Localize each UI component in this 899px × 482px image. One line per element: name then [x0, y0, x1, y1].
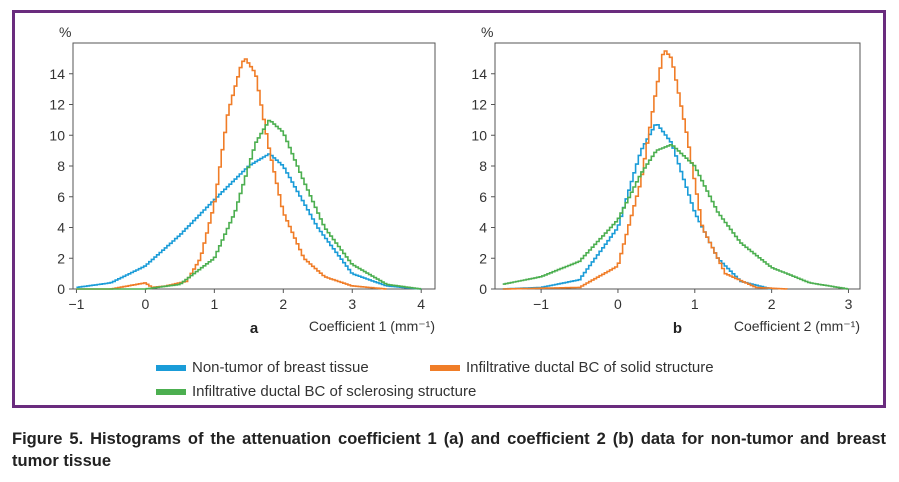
y-axis-label-b: %	[481, 24, 493, 40]
x-tick-label-b-3: 2	[768, 296, 776, 312]
x-tick-label-a-0: −1	[68, 296, 84, 312]
x-tick-label-a-3: 2	[279, 296, 287, 312]
legend-item-non-tumor: Non-tumor of breast tissue	[156, 359, 369, 376]
y-tick-label-a-2: 4	[57, 220, 65, 236]
legend-label-sclerosing: Infiltrative ductal BC of sclerosing str…	[192, 383, 477, 400]
series-line-b-2	[502, 144, 849, 290]
x-tick-label-a-5: 4	[417, 296, 425, 312]
x-tick-label-b-2: 1	[691, 296, 699, 312]
y-tick-label-b-4: 8	[479, 158, 487, 174]
legend-item-solid: Infiltrative ductal BC of solid structur…	[430, 359, 714, 376]
y-tick-label-a-3: 6	[57, 189, 65, 205]
legend-swatch-solid	[430, 364, 460, 371]
y-tick-label-a-6: 12	[49, 97, 65, 113]
x-axis-label-b: Coefficient 2 (mm⁻¹)	[734, 318, 860, 334]
x-tick-label-a-1: 0	[142, 296, 150, 312]
y-tick-label-b-0: 0	[479, 281, 487, 297]
figure-frame: 0 2 4 6 8 10 12 14 −1 0 1 2 3 4% Coefficient 1 (mm⁻¹) a…	[12, 10, 886, 408]
legend-swatch-sclerosing	[156, 388, 186, 395]
x-tick-label-b-4: 3	[845, 296, 853, 312]
y-tick-label-a-5: 10	[49, 127, 65, 143]
figure-caption: Figure 5. Histograms of the attenuation …	[12, 430, 886, 470]
y-tick-label-b-5: 10	[471, 127, 487, 143]
x-tick-label-a-4: 3	[348, 296, 356, 312]
legend-label-solid: Infiltrative ductal BC of solid structur…	[466, 359, 714, 376]
plot-area-a	[72, 42, 436, 290]
panel-label-a: a	[250, 320, 259, 337]
y-axis-label-a: %	[59, 24, 71, 40]
y-tick-label-b-3: 6	[479, 189, 487, 205]
x-tick-label-b-0: −1	[533, 296, 549, 312]
y-tick-label-a-4: 8	[57, 158, 65, 174]
x-tick-label-a-2: 1	[210, 296, 218, 312]
y-tick-label-a-0: 0	[57, 281, 65, 297]
series-line-b-1	[502, 50, 788, 290]
y-tick-label-a-1: 2	[57, 250, 65, 266]
x-tick-label-b-1: 0	[614, 296, 622, 312]
legend-item-sclerosing: Infiltrative ductal BC of sclerosing str…	[156, 383, 476, 400]
legend-label-non-tumor: Non-tumor of breast tissue	[192, 359, 369, 376]
x-axis-label-a: Coefficient 1 (mm⁻¹)	[309, 318, 435, 334]
panel-label-b: b	[673, 320, 682, 337]
legend-swatch-non-tumor	[156, 364, 186, 371]
y-tick-label-b-1: 2	[479, 250, 487, 266]
y-tick-label-b-6: 12	[471, 97, 487, 113]
y-tick-label-b-2: 4	[479, 220, 487, 236]
y-tick-label-b-7: 14	[471, 66, 487, 82]
series-line-b-0	[502, 124, 772, 290]
series-line-a-1	[76, 58, 387, 290]
series-line-a-2	[76, 119, 422, 290]
y-tick-label-a-7: 14	[49, 66, 65, 82]
series-line-a-0	[76, 153, 422, 290]
